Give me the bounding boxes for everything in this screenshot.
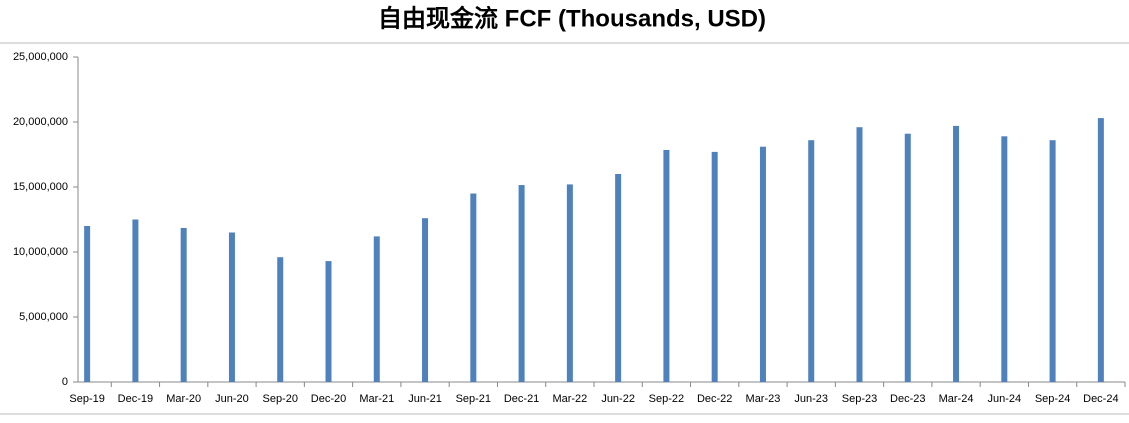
bar — [711, 151, 718, 382]
y-tick-label: 20,000,000 — [13, 116, 68, 128]
x-tick-label: Dec-20 — [311, 393, 346, 405]
bar — [422, 218, 429, 382]
y-tick-label: 10,000,000 — [13, 246, 68, 258]
x-tick-label: Jun-23 — [794, 393, 828, 405]
x-tick-label: Dec-24 — [1083, 393, 1118, 405]
bar — [808, 140, 815, 382]
bar — [132, 219, 139, 382]
bar — [325, 261, 332, 382]
x-tick-label: Jun-20 — [215, 393, 249, 405]
y-tick-label: 25,000,000 — [13, 51, 68, 63]
bar — [470, 193, 477, 382]
x-tick-label: Dec-19 — [118, 393, 153, 405]
chart-title: 自由现金流 FCF (Thousands, USD) — [378, 4, 766, 32]
x-tick-label: Dec-22 — [697, 393, 732, 405]
x-tick-label: Sep-20 — [262, 393, 297, 405]
x-tick-label: Jun-22 — [601, 393, 635, 405]
y-tick-label: 0 — [62, 376, 68, 388]
x-tick-label: Sep-24 — [1035, 393, 1070, 405]
bar — [856, 127, 863, 382]
bar — [228, 232, 235, 382]
bar — [1049, 140, 1056, 382]
bar — [953, 125, 960, 383]
bar — [904, 133, 911, 382]
bar — [663, 149, 670, 382]
bar — [566, 184, 573, 382]
x-tick-label: Sep-19 — [69, 393, 104, 405]
x-tick-label: Mar-24 — [939, 393, 974, 405]
x-tick-label: Mar-23 — [746, 393, 781, 405]
bar — [277, 257, 284, 382]
x-tick-label: Mar-21 — [359, 393, 394, 405]
bar — [1001, 136, 1008, 382]
bar — [180, 227, 187, 382]
bar — [759, 146, 766, 382]
bar — [518, 185, 525, 382]
x-tick-label: Sep-22 — [649, 393, 684, 405]
bar — [84, 226, 91, 382]
bar — [373, 236, 380, 382]
x-tick-label: Mar-22 — [552, 393, 587, 405]
x-tick-label: Mar-20 — [166, 393, 201, 405]
x-tick-label: Sep-21 — [456, 393, 491, 405]
x-tick-label: Dec-23 — [890, 393, 925, 405]
x-tick-label: Jun-24 — [987, 393, 1021, 405]
bar — [615, 174, 622, 382]
y-tick-label: 15,000,000 — [13, 181, 68, 193]
bar — [1097, 118, 1104, 382]
y-tick-label: 5,000,000 — [19, 311, 68, 323]
x-tick-label: Sep-23 — [842, 393, 877, 405]
x-tick-label: Jun-21 — [408, 393, 442, 405]
x-tick-label: Dec-21 — [504, 393, 539, 405]
